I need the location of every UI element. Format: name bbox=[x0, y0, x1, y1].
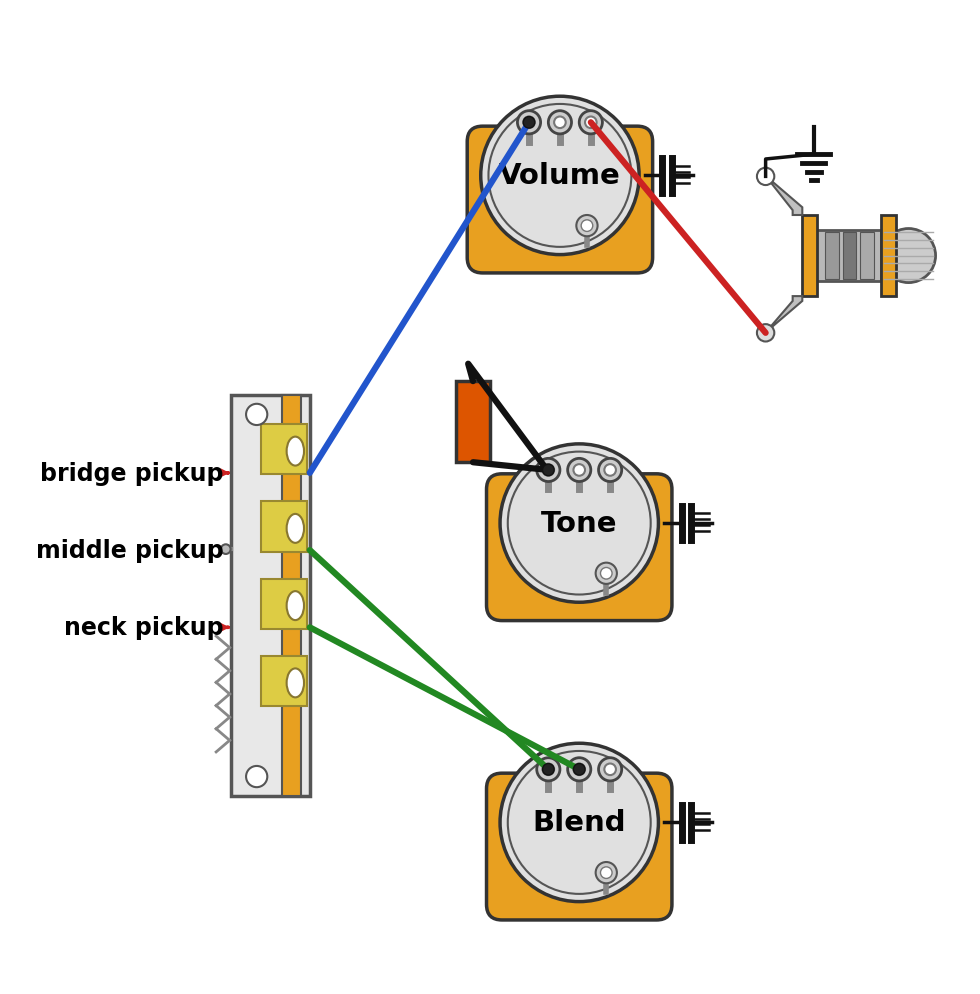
Text: neck pickup: neck pickup bbox=[65, 615, 223, 640]
Ellipse shape bbox=[286, 591, 304, 620]
Ellipse shape bbox=[286, 437, 304, 466]
Circle shape bbox=[599, 758, 621, 781]
Circle shape bbox=[523, 117, 535, 129]
Circle shape bbox=[500, 744, 659, 902]
Polygon shape bbox=[763, 174, 803, 216]
Text: Blend: Blend bbox=[532, 808, 626, 837]
Circle shape bbox=[220, 545, 230, 555]
Circle shape bbox=[500, 444, 659, 602]
Circle shape bbox=[567, 758, 591, 781]
Circle shape bbox=[576, 216, 598, 237]
Circle shape bbox=[757, 325, 774, 342]
Circle shape bbox=[537, 459, 560, 482]
Bar bbox=[803, 216, 816, 297]
Circle shape bbox=[573, 763, 585, 775]
Bar bbox=[261, 424, 307, 475]
Circle shape bbox=[596, 563, 616, 584]
Text: Tone: Tone bbox=[541, 510, 617, 538]
Circle shape bbox=[554, 117, 565, 129]
Text: bridge pickup: bridge pickup bbox=[40, 461, 223, 485]
Circle shape bbox=[543, 763, 554, 775]
FancyBboxPatch shape bbox=[486, 474, 672, 621]
Circle shape bbox=[543, 763, 554, 775]
Bar bbox=[881, 216, 896, 297]
Bar bbox=[261, 656, 307, 707]
Bar bbox=[261, 502, 307, 552]
Circle shape bbox=[605, 763, 615, 775]
Bar bbox=[261, 579, 307, 629]
Bar bbox=[825, 234, 839, 279]
Circle shape bbox=[585, 117, 597, 129]
Text: middle pickup: middle pickup bbox=[36, 539, 223, 563]
FancyBboxPatch shape bbox=[486, 773, 672, 920]
Circle shape bbox=[543, 464, 554, 476]
FancyBboxPatch shape bbox=[467, 127, 653, 273]
Circle shape bbox=[757, 169, 774, 186]
Circle shape bbox=[581, 221, 593, 233]
Circle shape bbox=[508, 452, 651, 595]
Circle shape bbox=[517, 111, 541, 135]
Circle shape bbox=[549, 111, 571, 135]
Circle shape bbox=[573, 464, 585, 476]
Bar bbox=[860, 234, 874, 279]
Circle shape bbox=[246, 766, 268, 787]
Circle shape bbox=[579, 111, 603, 135]
Circle shape bbox=[881, 230, 936, 283]
Ellipse shape bbox=[286, 514, 304, 544]
Polygon shape bbox=[763, 297, 803, 335]
Circle shape bbox=[523, 117, 535, 129]
Circle shape bbox=[543, 464, 554, 476]
Circle shape bbox=[537, 758, 560, 781]
Circle shape bbox=[596, 862, 616, 884]
Bar bbox=[456, 382, 490, 463]
Bar bbox=[230, 396, 310, 796]
Text: Volume: Volume bbox=[499, 162, 620, 190]
Circle shape bbox=[573, 763, 585, 775]
Bar bbox=[282, 396, 301, 796]
Circle shape bbox=[601, 867, 612, 879]
Circle shape bbox=[488, 104, 631, 248]
Circle shape bbox=[601, 568, 612, 580]
Circle shape bbox=[567, 459, 591, 482]
Ellipse shape bbox=[286, 669, 304, 698]
Circle shape bbox=[605, 464, 615, 476]
Circle shape bbox=[481, 97, 639, 255]
Bar bbox=[843, 234, 857, 279]
Bar bbox=[815, 232, 881, 281]
Circle shape bbox=[246, 405, 268, 425]
Circle shape bbox=[599, 459, 621, 482]
Circle shape bbox=[508, 751, 651, 894]
